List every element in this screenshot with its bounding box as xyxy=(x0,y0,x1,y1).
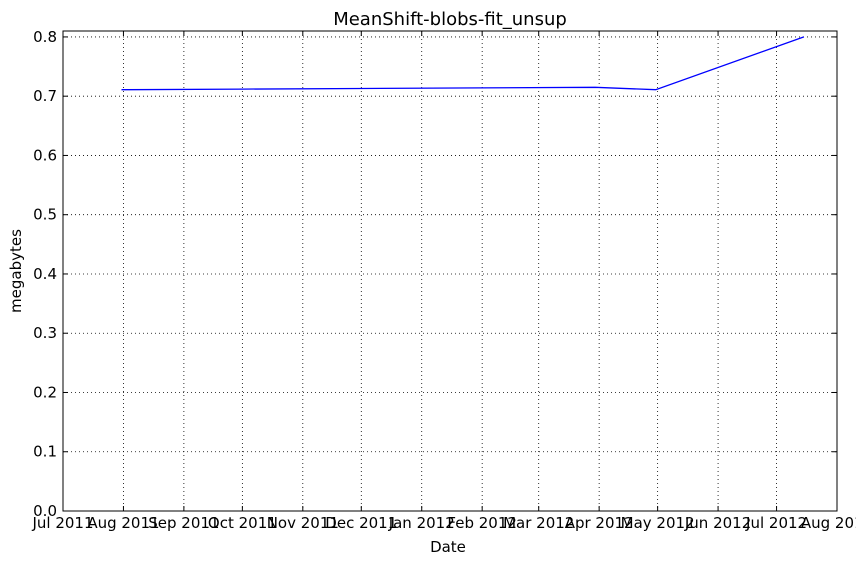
x-tick-label: Mar 2012 xyxy=(503,514,574,532)
grid xyxy=(62,31,838,512)
x-tick-label: Sep 2011 xyxy=(148,514,219,532)
chart-title: MeanShift-blobs-fit_unsup xyxy=(333,9,567,30)
series-line xyxy=(121,36,805,91)
y-tick-label: 0.5 xyxy=(33,206,57,224)
x-tick-label: Jun 2012 xyxy=(684,514,751,532)
plot-background xyxy=(63,31,837,511)
y-tick-label: 0.0 xyxy=(33,502,57,520)
x-tick-label: May 2012 xyxy=(621,514,695,532)
y-tick-label: 0.6 xyxy=(33,146,57,164)
x-tick-label: Oct 2011 xyxy=(208,514,277,532)
x-tick-label: Jul 2012 xyxy=(745,514,807,532)
y-tick-label: 0.7 xyxy=(33,87,57,105)
y-tick-label: 0.1 xyxy=(33,443,57,461)
x-tick-label: Jul 2011 xyxy=(31,514,93,532)
y-tick-label: 0.8 xyxy=(33,28,57,46)
y-tick-label: 0.2 xyxy=(33,383,57,401)
y-tick-label: 0.3 xyxy=(33,324,57,342)
series-group xyxy=(121,36,805,91)
x-tick-label: Jan 2012 xyxy=(388,514,455,532)
x-axis-label: Date xyxy=(430,538,466,556)
x-tick-label: Dec 2011 xyxy=(325,514,397,532)
y-tick-label: 0.4 xyxy=(33,265,57,283)
x-tick-label: Feb 2012 xyxy=(447,514,517,532)
x-tick-label: Apr 2012 xyxy=(565,514,634,532)
x-tick-label: Nov 2011 xyxy=(267,514,339,532)
x-tick-label: Aug 2012 xyxy=(801,514,856,532)
x-tick-label: Aug 2011 xyxy=(87,514,159,532)
plot-frame xyxy=(62,30,838,512)
y-axis-label: megabytes xyxy=(7,229,25,313)
